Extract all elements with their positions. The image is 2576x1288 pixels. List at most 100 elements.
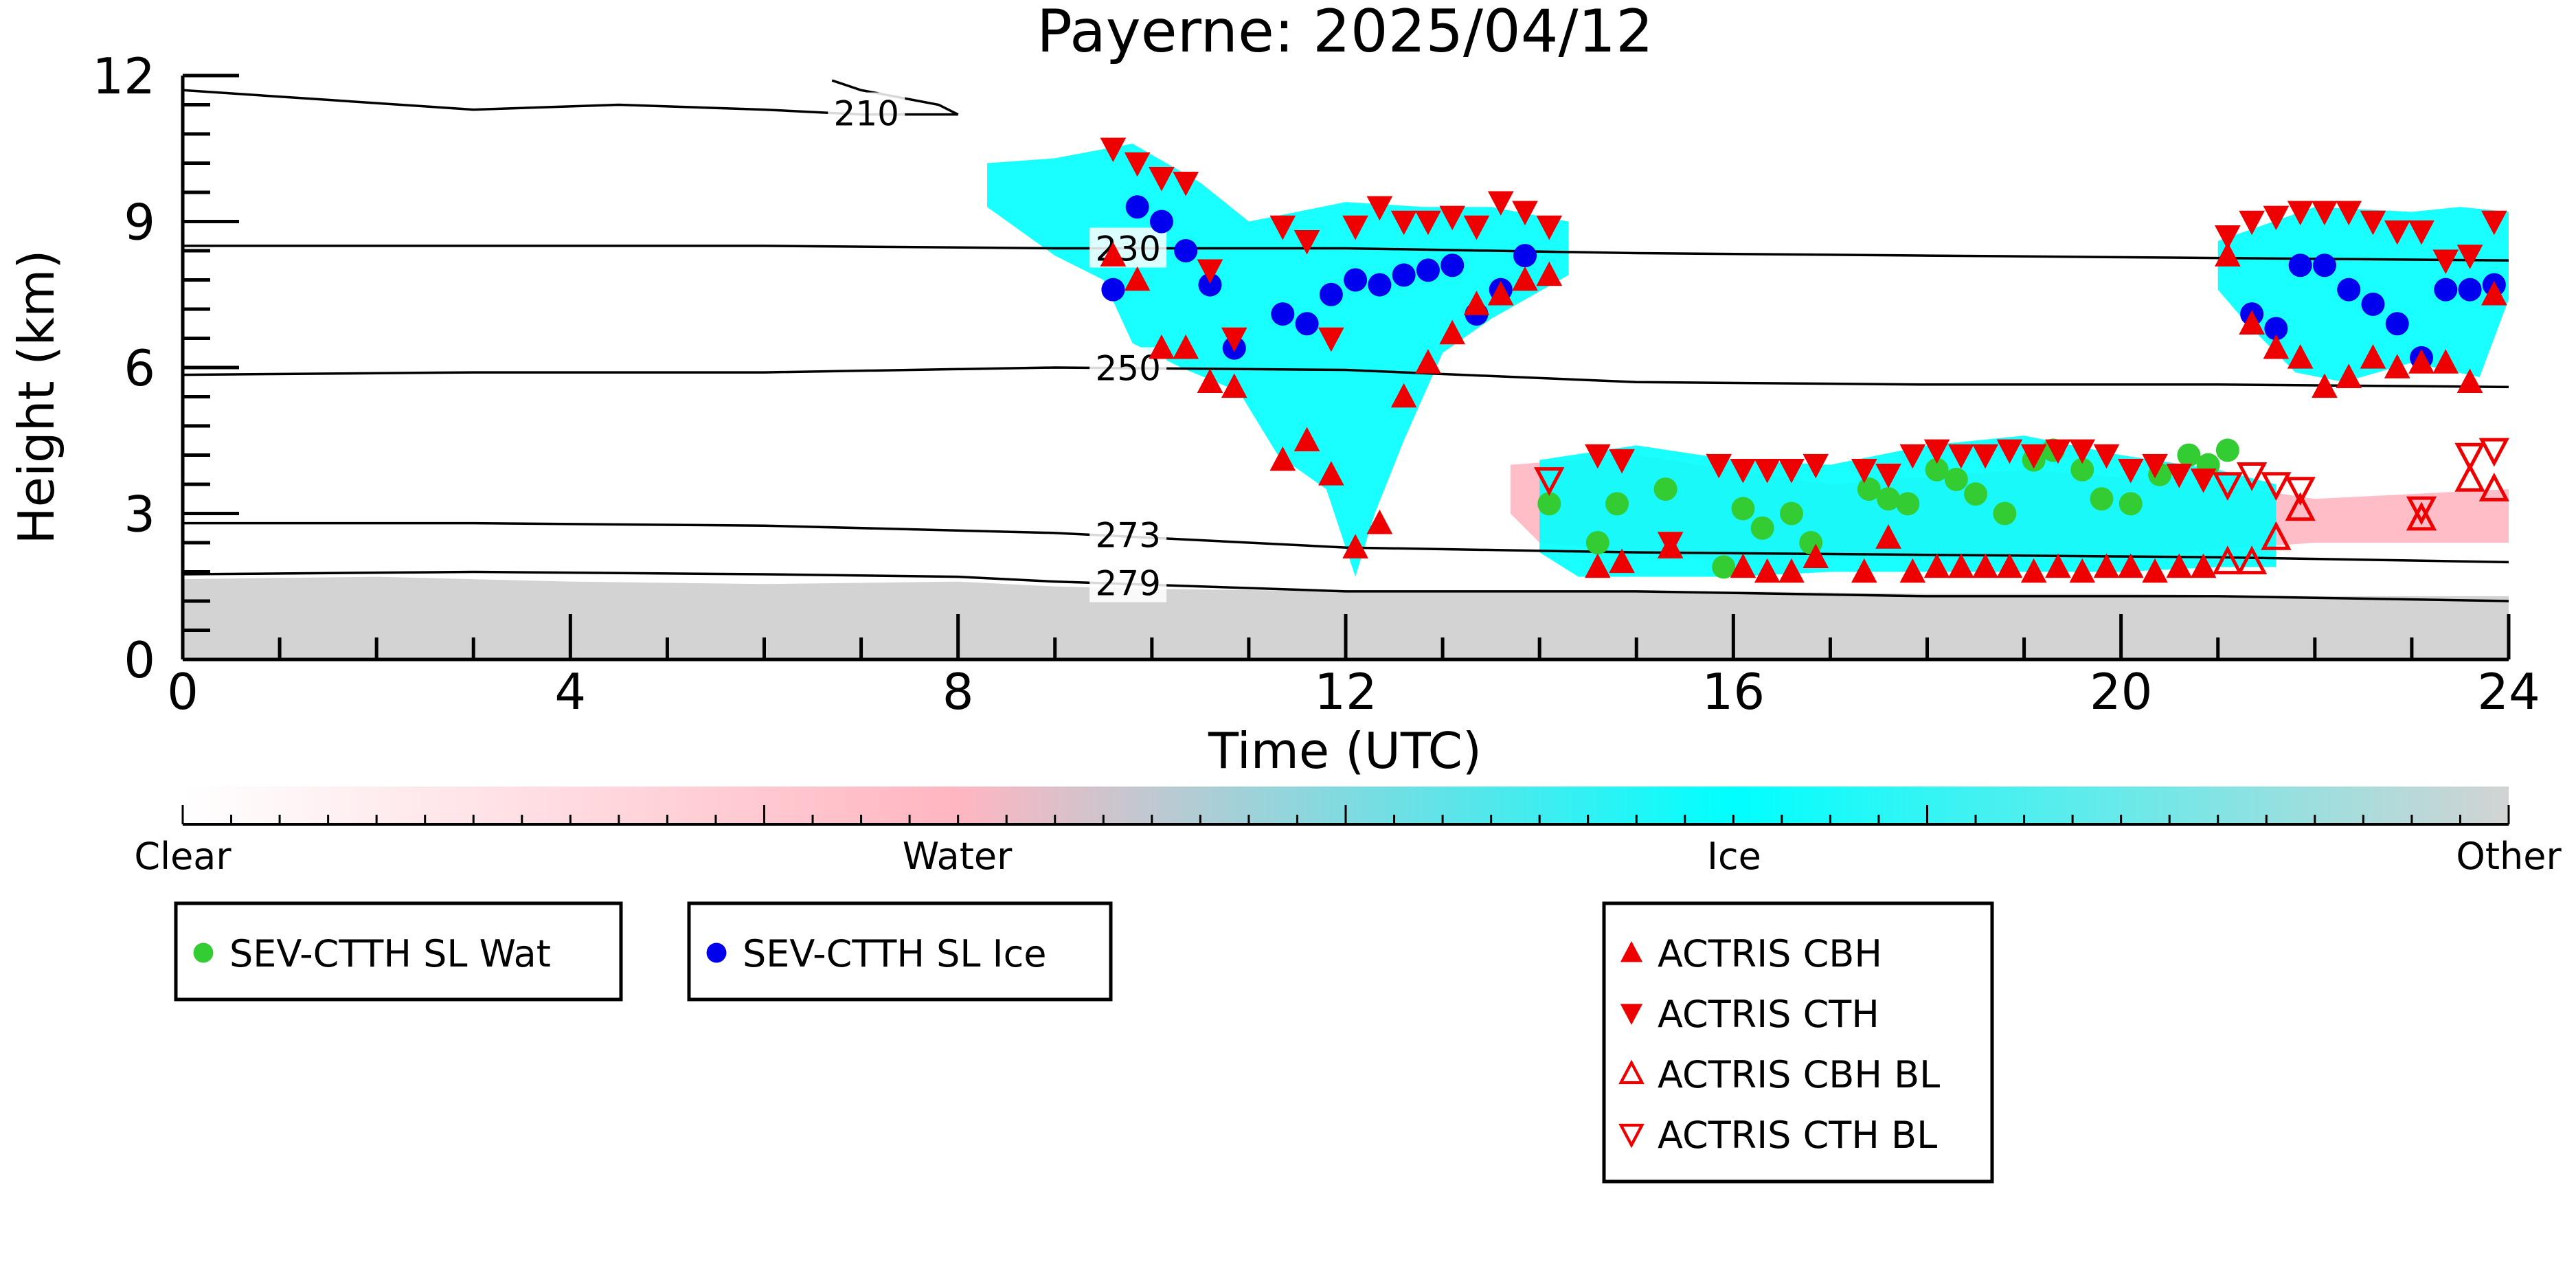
- retrieval-markers: [1100, 137, 2509, 583]
- data-point: [1149, 166, 1175, 192]
- data-point: [1706, 453, 1732, 479]
- legends: SEV-CTTH SL Wat SEV-CTTH SL Ice ACTRIS CBH…: [174, 901, 1994, 1184]
- data-point: [1513, 244, 1537, 268]
- ice-cloud-region: [986, 144, 1569, 577]
- data-point: [1390, 383, 1417, 408]
- data-point: [2408, 220, 2434, 245]
- data-point: [1730, 553, 1756, 578]
- x-tick-label: 20: [2090, 663, 2153, 721]
- data-point: [1584, 444, 1611, 469]
- data-point: [1779, 501, 1803, 526]
- data-point: [2481, 210, 2507, 236]
- data-point: [2312, 373, 2338, 398]
- data-point: [1416, 258, 1440, 282]
- data-point: [1368, 273, 1392, 297]
- data-point: [1415, 349, 1441, 374]
- data-point: [1342, 215, 1368, 240]
- data-point: [1100, 242, 1127, 267]
- contour-line: [183, 570, 2509, 602]
- data-point: [1440, 253, 1465, 278]
- data-point: [1439, 319, 1466, 345]
- contour-label-backdrop: [1089, 514, 1167, 554]
- data-point: [1944, 467, 1968, 491]
- data-point: [2020, 444, 2047, 469]
- data-point: [2261, 472, 2292, 501]
- y-tick-label: 12: [92, 47, 155, 105]
- data-point: [1653, 477, 1677, 501]
- legend-box: SEV-CTTH SL Wat: [174, 901, 623, 1002]
- contour-label: 279: [1095, 564, 1160, 604]
- data-point: [2190, 553, 2217, 578]
- data-point: [1875, 524, 1901, 549]
- legend-frame: [1602, 901, 1994, 1184]
- data-point: [1923, 553, 1950, 578]
- data-point: [1537, 492, 1561, 516]
- cloud-type-colorbar: Clear Water Ice Other: [134, 787, 2562, 878]
- data-point: [1609, 449, 1635, 474]
- data-point: [1972, 444, 1998, 469]
- data-point: [1609, 548, 1635, 574]
- y-tick-label: 6: [124, 339, 155, 397]
- data-point: [1366, 509, 1393, 534]
- data-point: [2263, 205, 2290, 231]
- x-axis-label: Time (UTC): [1208, 722, 1482, 780]
- data-point: [1149, 210, 1173, 234]
- data-point: [1605, 492, 1629, 516]
- x-tick-label: 16: [1702, 663, 1765, 721]
- data-point: [2236, 462, 2268, 491]
- data-point: [1344, 268, 1368, 292]
- data-point: [2045, 553, 2071, 578]
- data-point: [1875, 464, 1901, 488]
- data-point: [2478, 438, 2509, 467]
- data-point: [1657, 532, 1684, 556]
- data-point: [2119, 492, 2143, 516]
- data-point: [1100, 137, 1127, 163]
- data-point: [1319, 282, 1343, 306]
- data-point: [1585, 531, 1609, 554]
- data-point: [2287, 201, 2314, 226]
- data-point: [2385, 312, 2409, 336]
- data-point: [1439, 205, 1466, 231]
- data-point: [2478, 473, 2509, 501]
- legend-label: ACTRIS CTH BL: [1658, 1114, 1937, 1157]
- data-point: [1993, 501, 2017, 526]
- data-point: [1964, 482, 1988, 506]
- data-point: [2456, 245, 2483, 269]
- legend-label: ACTRIS CBH: [1658, 932, 1882, 975]
- data-point: [1778, 458, 1805, 484]
- data-point: [2263, 334, 2290, 359]
- data-point: [1896, 492, 1920, 516]
- contour-label: 273: [1095, 516, 1160, 556]
- data-point: [2190, 468, 2217, 493]
- data-point: [1803, 543, 1829, 569]
- data-point: [1318, 461, 1344, 486]
- data-point: [2406, 496, 2437, 526]
- data-point: [2212, 545, 2244, 575]
- data-point: [1173, 172, 1199, 196]
- data-point: [2142, 558, 2168, 583]
- data-point: [1512, 201, 1538, 226]
- series-actris-cth-bl: [1534, 438, 2509, 526]
- data-point: [2117, 553, 2144, 578]
- data-point: [1269, 446, 1296, 471]
- data-point: [2236, 545, 2268, 575]
- data-point: [1778, 558, 1805, 583]
- data-point: [1221, 327, 1247, 352]
- x-tick-label: 0: [167, 663, 199, 721]
- data-point: [2239, 210, 2265, 236]
- data-point: [2020, 558, 2047, 583]
- data-point: [2093, 553, 2120, 578]
- contour-label-backdrop: [828, 92, 905, 133]
- contour-line: [183, 366, 2509, 389]
- data-point: [2166, 464, 2193, 488]
- data-point: [1149, 334, 1175, 359]
- data-point: [1487, 280, 1514, 306]
- series-actris-cth: [1100, 137, 2507, 556]
- data-point: [2287, 344, 2314, 369]
- contour-label-backdrop: [1089, 227, 1167, 268]
- legend-label: SEV-CTTH SL Ice: [743, 932, 1047, 975]
- series-actris-cbh-bl: [2212, 462, 2509, 575]
- legend-box: SEV-CTTH SL Ice: [687, 901, 1113, 1002]
- data-point: [1512, 266, 1538, 291]
- data-point: [2384, 354, 2410, 379]
